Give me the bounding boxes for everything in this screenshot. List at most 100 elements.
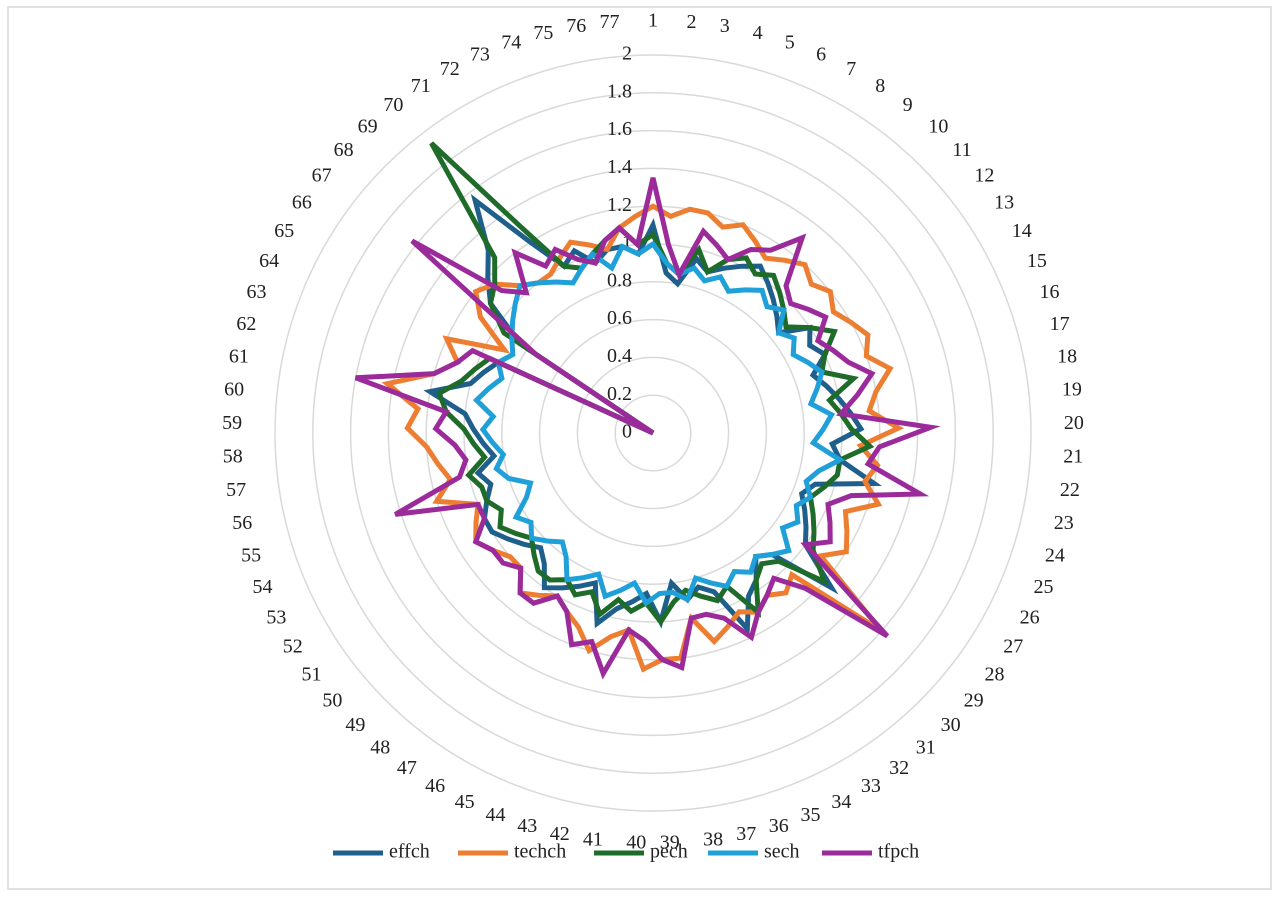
r-tick-label: 0.6 bbox=[607, 307, 632, 329]
category-label: 3 bbox=[720, 15, 730, 37]
category-label: 47 bbox=[397, 757, 417, 779]
category-label: 50 bbox=[322, 690, 342, 712]
category-label: 49 bbox=[345, 714, 365, 736]
category-label: 33 bbox=[861, 775, 881, 797]
category-label: 1 bbox=[648, 10, 658, 32]
r-tick-label: 0.8 bbox=[607, 269, 632, 291]
category-label: 45 bbox=[455, 791, 475, 813]
category-label: 76 bbox=[566, 15, 586, 37]
category-label: 29 bbox=[964, 690, 984, 712]
r-tick-label: 1.2 bbox=[607, 194, 632, 216]
series-line bbox=[381, 203, 904, 673]
category-label: 24 bbox=[1045, 544, 1065, 566]
r-tick-label: 0.2 bbox=[607, 383, 632, 405]
grid-circle bbox=[614, 394, 692, 472]
category-label: 40 bbox=[626, 831, 646, 853]
category-label: 14 bbox=[1012, 220, 1032, 242]
category-label: 39 bbox=[660, 831, 680, 853]
legend-label: techch bbox=[514, 841, 566, 863]
category-label: 37 bbox=[736, 823, 756, 845]
grid-circle bbox=[312, 92, 994, 774]
grid-circle bbox=[538, 318, 768, 548]
category-label: 25 bbox=[1034, 576, 1054, 598]
category-label: 59 bbox=[222, 412, 242, 434]
series-line bbox=[354, 177, 941, 680]
category-label: 41 bbox=[583, 829, 603, 851]
category-label: 22 bbox=[1060, 479, 1080, 501]
category-label: 46 bbox=[425, 775, 445, 797]
category-label: 55 bbox=[241, 544, 261, 566]
category-label: 75 bbox=[533, 22, 553, 44]
category-label: 11 bbox=[952, 139, 971, 161]
category-label: 54 bbox=[252, 576, 272, 598]
category-label: 31 bbox=[916, 737, 936, 759]
category-label: 44 bbox=[485, 804, 505, 826]
category-label: 58 bbox=[223, 446, 243, 468]
grid-circle bbox=[274, 54, 1032, 812]
grid-circle bbox=[501, 281, 805, 585]
category-label: 61 bbox=[229, 346, 249, 368]
category-label: 9 bbox=[903, 94, 913, 116]
legend-label: sech bbox=[764, 841, 800, 863]
category-label: 64 bbox=[259, 250, 279, 272]
r-tick-label: 1.6 bbox=[607, 118, 632, 140]
category-label: 17 bbox=[1050, 313, 1070, 335]
category-label: 4 bbox=[753, 22, 763, 44]
category-label: 60 bbox=[224, 379, 244, 401]
category-label: 56 bbox=[232, 512, 252, 534]
category-label: 2 bbox=[687, 11, 697, 33]
category-label: 5 bbox=[785, 31, 795, 53]
category-label: 71 bbox=[411, 75, 431, 97]
category-label: 48 bbox=[370, 737, 390, 759]
r-tick-label: 1.4 bbox=[607, 156, 632, 178]
category-label: 70 bbox=[383, 94, 403, 116]
category-label: 42 bbox=[550, 823, 570, 845]
category-label: 35 bbox=[801, 804, 821, 826]
category-label: 77 bbox=[599, 11, 619, 33]
category-label: 15 bbox=[1027, 250, 1047, 272]
category-label: 43 bbox=[517, 815, 537, 837]
r-tick-label: 1.8 bbox=[607, 80, 632, 102]
category-label: 62 bbox=[236, 313, 256, 335]
category-label: 38 bbox=[703, 829, 723, 851]
category-label: 20 bbox=[1064, 412, 1084, 434]
category-label: 67 bbox=[312, 164, 332, 186]
category-label: 52 bbox=[283, 636, 303, 658]
category-label: 34 bbox=[831, 791, 851, 813]
category-label: 8 bbox=[875, 75, 885, 97]
r-tick-label: 1 bbox=[622, 232, 632, 254]
category-label: 19 bbox=[1062, 379, 1082, 401]
category-label: 23 bbox=[1054, 512, 1074, 534]
category-label: 65 bbox=[274, 220, 294, 242]
category-label: 18 bbox=[1057, 346, 1077, 368]
category-label: 63 bbox=[246, 281, 266, 303]
category-label: 30 bbox=[941, 714, 961, 736]
category-label: 53 bbox=[266, 606, 286, 628]
category-label: 74 bbox=[501, 31, 521, 53]
category-label: 73 bbox=[470, 43, 490, 65]
r-tick-label: 0 bbox=[622, 421, 632, 443]
category-label: 36 bbox=[769, 815, 789, 837]
category-label: 69 bbox=[358, 116, 378, 138]
series-line bbox=[472, 240, 846, 607]
category-label: 10 bbox=[928, 116, 948, 138]
category-label: 13 bbox=[994, 191, 1014, 213]
grid-circle bbox=[349, 129, 957, 737]
category-label: 7 bbox=[846, 58, 856, 80]
category-label: 12 bbox=[974, 164, 994, 186]
category-label: 57 bbox=[226, 479, 246, 501]
category-label: 72 bbox=[440, 58, 460, 80]
category-label: 68 bbox=[334, 139, 354, 161]
category-label: 16 bbox=[1040, 281, 1060, 303]
legend-label: pech bbox=[650, 841, 688, 863]
r-tick-label: 0.4 bbox=[607, 345, 632, 367]
chart-frame bbox=[7, 6, 1272, 890]
category-label: 26 bbox=[1020, 606, 1040, 628]
category-label: 51 bbox=[301, 664, 321, 686]
grid-circle bbox=[576, 356, 730, 510]
r-tick-label: 2 bbox=[622, 43, 632, 65]
category-label: 6 bbox=[816, 43, 826, 65]
category-label: 27 bbox=[1003, 636, 1023, 658]
